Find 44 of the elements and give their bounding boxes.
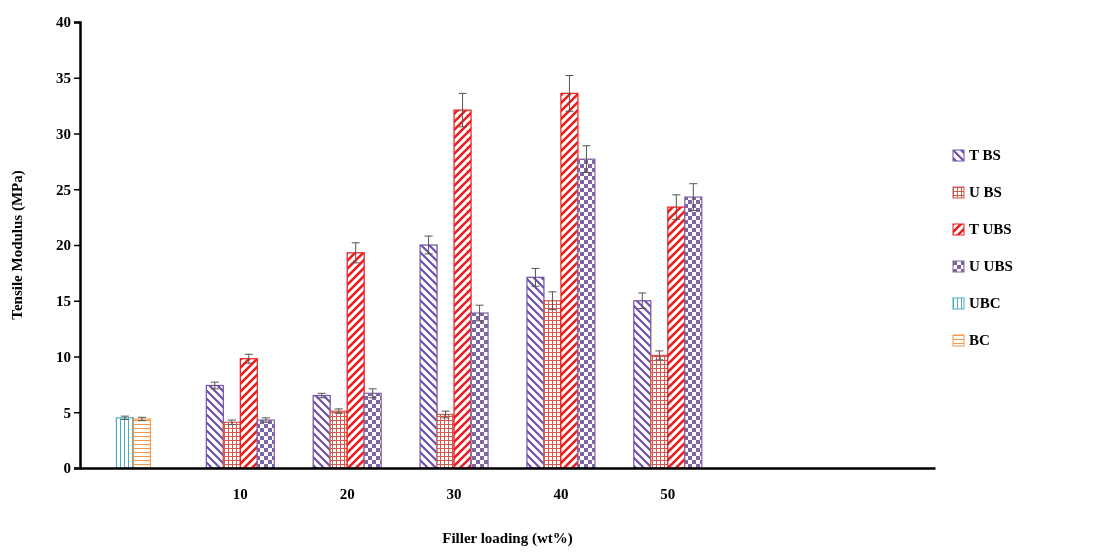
legend-label: U BS (969, 184, 1002, 200)
y-tick-label: 40 (56, 14, 71, 31)
x-tick-label: 30 (446, 485, 462, 502)
x-tick-label: 40 (553, 485, 569, 502)
legend-label: U UBS (969, 258, 1013, 274)
y-tick-label: 15 (56, 293, 71, 310)
bar (684, 196, 703, 469)
legend-label: BC (969, 332, 990, 348)
y-tick-label: 0 (63, 460, 71, 477)
bar (650, 354, 669, 469)
bar (667, 206, 686, 469)
bar (470, 312, 489, 469)
bar (115, 417, 135, 469)
y-tick-label: 35 (56, 70, 71, 87)
bar (526, 276, 545, 469)
x-tick-label: 20 (339, 485, 355, 502)
bar (346, 252, 365, 469)
bar (363, 392, 382, 469)
legend-label: T BS (969, 147, 1001, 163)
y-tick-label: 30 (56, 125, 71, 142)
bar (132, 418, 152, 469)
y-tick-label: 20 (56, 237, 71, 254)
y-axis-title: Tensile Modulus (MPa) (9, 170, 26, 320)
bar (256, 419, 275, 469)
bar (205, 384, 224, 469)
bar (543, 300, 562, 469)
legend-label: T UBS (969, 221, 1012, 237)
bar (312, 394, 331, 469)
bar (436, 413, 455, 469)
bar (453, 109, 472, 469)
bar (633, 300, 652, 469)
legend-label: UBC (969, 295, 1001, 311)
y-tick-label: 5 (63, 404, 71, 421)
bar (419, 244, 438, 469)
bar (239, 358, 258, 469)
x-tick-label: 50 (660, 485, 676, 502)
bar (577, 158, 596, 469)
x-tick-label: 10 (232, 485, 248, 502)
y-tick-label: 10 (56, 348, 71, 365)
bar (222, 421, 241, 469)
x-axis-title: Filler loading (wt%) (442, 530, 573, 547)
bar (329, 410, 348, 469)
y-tick-label: 25 (56, 181, 71, 198)
bar (560, 92, 579, 469)
